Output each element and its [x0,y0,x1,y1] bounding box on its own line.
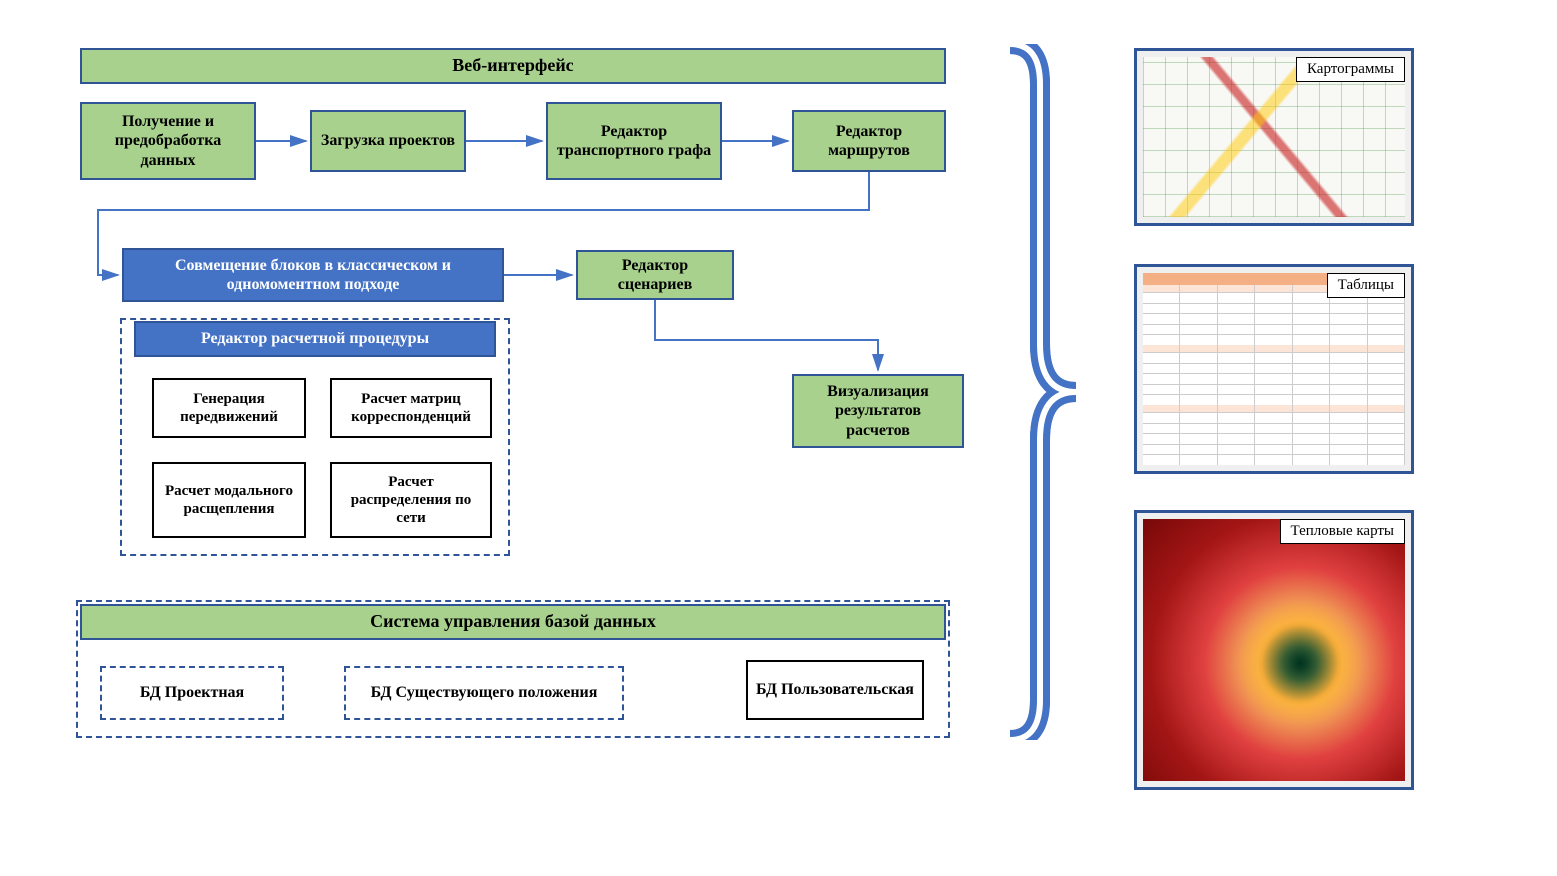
scenario-box: Редактор сценариев [576,250,734,300]
odmatrix-box: Расчет матриц корреспонденций [330,378,492,438]
dbms-box: Система управления базой данных [80,604,946,640]
label: Редактор расчетной процедуры [201,329,429,348]
gen-box: Генерация передвижений [152,378,306,438]
label: Получение и предобработка данных [90,112,246,170]
label: Расчет матриц корреспонденций [340,390,482,426]
label: Расчет модального расщепления [162,482,296,518]
label: Генерация передвижений [162,390,296,426]
label: Загрузка проектов [321,131,455,150]
label: БД Пользовательская [756,680,914,699]
label: Редактор транспортного графа [556,122,712,160]
heatmap-thumb [1143,519,1405,781]
graph-editor-box: Редактор транспортного графа [546,102,722,180]
label: Редактор маршрутов [802,122,936,160]
db-user-box: БД Пользовательская [746,660,924,720]
load-projects-box: Загрузка проектов [310,110,466,172]
db-project-box: БД Проектная [100,666,284,720]
viz-box: Визуализация результатов расчетов [792,374,964,448]
combine-box: Совмещение блоков в классическом и одном… [122,248,504,302]
tables-panel: Таблицы [1134,264,1414,474]
procedure-box: Редактор расчетной процедуры [134,321,496,357]
heatmaps-label: Тепловые карты [1280,519,1405,544]
preprocess-box: Получение и предобработка данных [80,102,256,180]
modal-box: Расчет модального расщепления [152,462,306,538]
route-editor-box: Редактор маршрутов [792,110,946,172]
table-thumb [1143,273,1405,465]
label: Веб-интерфейс [452,55,573,77]
label: БД Проектная [140,684,244,702]
cartograms-panel: Картограммы [1134,48,1414,226]
heatmaps-panel: Тепловые карты [1134,510,1414,790]
label: Система управления базой данных [370,611,656,633]
label: Редактор сценариев [586,256,724,294]
big-bracket [1000,44,1086,740]
arrow-scenario-viz [655,300,878,370]
label: Расчет распределения по сети [340,473,482,527]
assign-box: Расчет распределения по сети [330,462,492,538]
label: Совмещение блоков в классическом и одном… [132,256,494,294]
label: Визуализация результатов расчетов [802,382,954,440]
cartograms-label: Картограммы [1296,57,1405,82]
label: БД Существующего положения [371,684,598,702]
web-interface-box: Веб-интерфейс [80,48,946,84]
db-existing-box: БД Существующего положения [344,666,624,720]
tables-label: Таблицы [1327,273,1405,298]
